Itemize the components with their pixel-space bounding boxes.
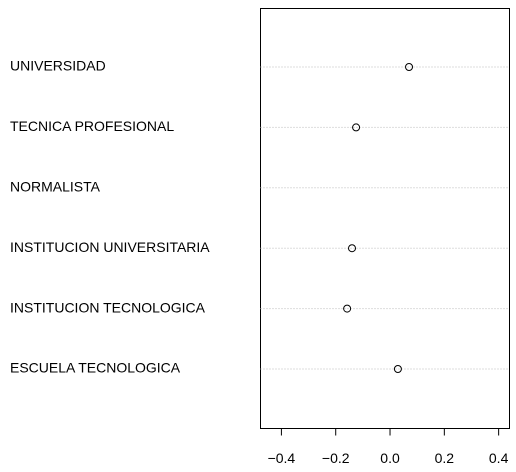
x-tick-label: −0.2 (322, 450, 350, 466)
category-label: INSTITUCION UNIVERSITARIA (10, 239, 210, 255)
x-tick-label: −0.4 (268, 450, 296, 466)
x-tick-label: 0.4 (489, 450, 509, 466)
point (343, 304, 352, 313)
point (352, 123, 361, 132)
point (348, 244, 357, 253)
category-label: TECNICA PROFESIONAL (10, 118, 174, 134)
point (393, 365, 402, 373)
plot-frame (260, 8, 510, 429)
category-label: INSTITUCION TECNOLOGICA (10, 299, 206, 315)
category-label: NORMALISTA (10, 179, 101, 195)
category-label: ESCUELA TECNOLOGICA (10, 360, 181, 376)
x-tick-label: 0.2 (435, 450, 455, 466)
x-tick-label: 0.0 (380, 450, 400, 466)
point (405, 63, 414, 71)
category-label: UNIVERSIDAD (10, 58, 106, 74)
